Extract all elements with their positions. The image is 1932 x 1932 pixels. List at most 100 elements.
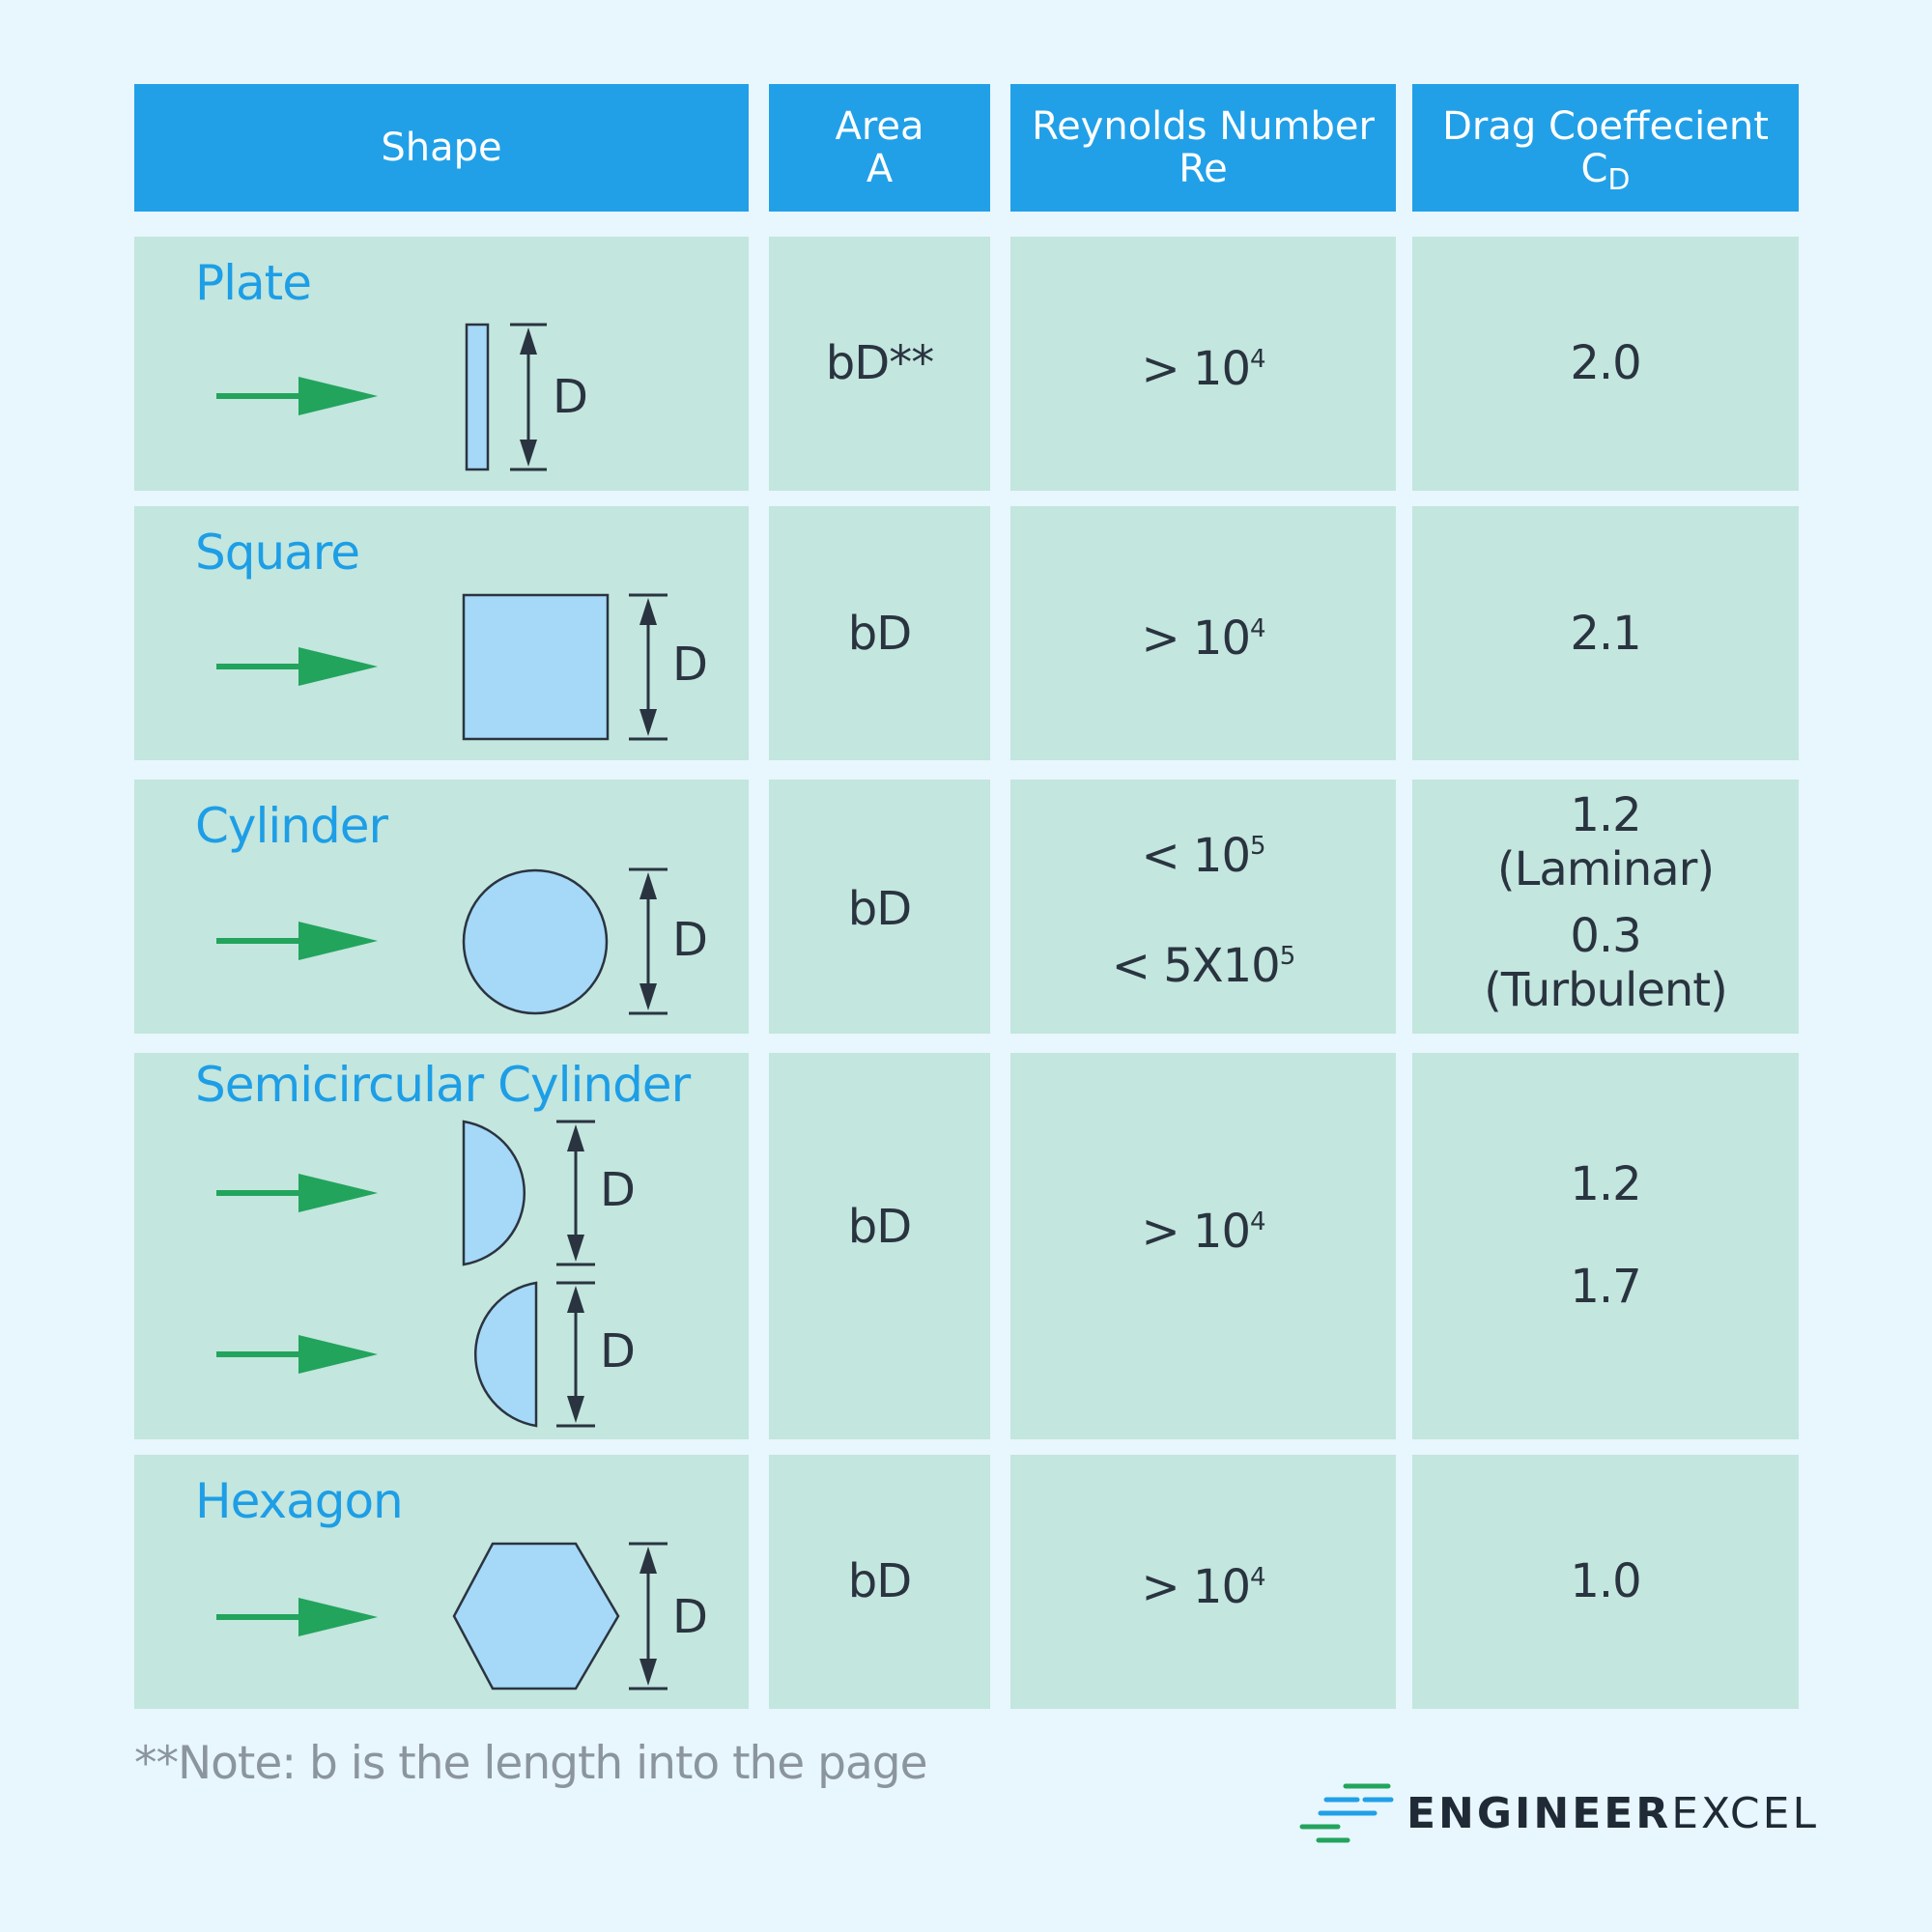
reynolds-value: > 104 [1010, 343, 1396, 395]
dimension-label-2: D [600, 1324, 636, 1378]
drag-label-laminar: (Laminar) [1496, 842, 1715, 896]
row-plate-re-cell: > 104 [1010, 237, 1396, 491]
footnote: **Note: b is the length into the page [134, 1737, 928, 1790]
reynolds-exponent: 4 [1250, 614, 1266, 643]
reynolds-value-turbulent: < 5X105 [1010, 940, 1396, 992]
row-hexagon-area-cell: bD [769, 1455, 990, 1709]
drag-label-turbulent: (Turbulent) [1484, 963, 1728, 1017]
reynolds-prefix: > 10 [1141, 1560, 1251, 1614]
header-reynolds-line1: Reynolds Number [1032, 104, 1375, 149]
reynolds-prefix: < 5X10 [1111, 939, 1281, 993]
hexagon-shape [452, 1542, 620, 1690]
semicircle-flat-front-shape [473, 1281, 538, 1428]
row-plate-shape-cell: Plate D [134, 237, 749, 491]
row-semicircular-shape-cell: Semicircular Cylinder D D [134, 1053, 749, 1439]
dimension-label: D [672, 1590, 708, 1644]
row-cylinder-re-cell: < 105 < 5X105 [1010, 780, 1396, 1034]
header-drag-symbol-main: C [1580, 147, 1608, 191]
row-cylinder-shape-cell: Cylinder D [134, 780, 749, 1034]
plate-shape [465, 323, 490, 471]
cylinder-shape [462, 868, 609, 1015]
brand-name: ENGINEEREXCEL [1406, 1789, 1819, 1838]
reynolds-value: > 104 [1010, 1206, 1396, 1258]
shape-title-hexagon: Hexagon [195, 1473, 404, 1529]
row-hexagon-cd-cell: 1.0 [1412, 1455, 1799, 1709]
header-area-line2: A [866, 147, 894, 191]
flow-arrow-icon [216, 922, 378, 960]
square-diagram [216, 593, 668, 741]
row-square-area-cell: bD [769, 506, 990, 760]
reynolds-exponent: 5 [1279, 942, 1296, 971]
header-drag-symbol-sub: D [1607, 163, 1631, 197]
header-drag-symbol: CD [1580, 147, 1630, 195]
reynolds-exponent: 4 [1250, 345, 1266, 374]
shape-title-plate: Plate [195, 255, 312, 311]
row-square-shape-cell: Square D [134, 506, 749, 760]
dimension-arrow-icon [556, 1281, 595, 1428]
hexagon-diagram [216, 1542, 668, 1690]
header-drag: Drag Coeffecient CD [1412, 84, 1799, 212]
row-hexagon-re-cell: > 104 [1010, 1455, 1396, 1709]
row-cylinder-cd-cell: 1.2 (Laminar) 0.3 (Turbulent) [1412, 780, 1799, 1034]
flow-arrow-icon [216, 377, 378, 415]
reynolds-exponent: 5 [1250, 832, 1266, 861]
reynolds-value-laminar: < 105 [1010, 830, 1396, 882]
header-reynolds: Reynolds Number Re [1010, 84, 1396, 212]
square-shape [462, 593, 610, 741]
area-value: bD** [825, 336, 934, 390]
engineerexcel-logo-icon [1299, 1783, 1394, 1843]
semicircle-curved-front-shape [462, 1120, 526, 1266]
dimension-label: D [672, 638, 708, 692]
header-area-line1: Area [835, 104, 924, 149]
row-square-cd-cell: 2.1 [1412, 506, 1799, 760]
flow-arrow-icon [216, 1174, 378, 1212]
flow-arrow-icon [216, 1598, 378, 1636]
reynolds-prefix: > 10 [1141, 611, 1251, 666]
shape-title-semicircular: Semicircular Cylinder [195, 1057, 691, 1113]
drag-value-curved-front: 1.2 [1570, 1157, 1641, 1211]
reynolds-prefix: > 10 [1141, 1205, 1251, 1259]
shape-title-cylinder: Cylinder [195, 798, 388, 854]
reynolds-exponent: 4 [1250, 1208, 1266, 1236]
row-semicircular-cd-cell: 1.2 1.7 [1412, 1053, 1799, 1439]
dimension-arrow-icon [629, 1542, 668, 1690]
header-area: Area A [769, 84, 990, 212]
dimension-label: D [553, 370, 588, 424]
drag-value-laminar: 1.2 [1570, 788, 1641, 842]
dimension-label: D [600, 1163, 636, 1217]
dimension-label: D [672, 913, 708, 967]
semicircular-diagram [216, 1120, 595, 1428]
brand-name-light: EXCEL [1671, 1789, 1819, 1838]
header-reynolds-line2: Re [1179, 147, 1228, 191]
drag-value: 2.0 [1570, 336, 1641, 390]
drag-value: 1.0 [1570, 1554, 1641, 1608]
reynolds-exponent: 4 [1250, 1563, 1266, 1592]
row-plate-area-cell: bD** [769, 237, 990, 491]
row-square-re-cell: > 104 [1010, 506, 1396, 760]
flow-arrow-icon [216, 1335, 378, 1374]
drag-value-flat-front: 1.7 [1570, 1260, 1641, 1314]
dimension-arrow-icon [629, 593, 668, 741]
reynolds-value: > 104 [1010, 1561, 1396, 1613]
header-shape: Shape [134, 84, 749, 212]
row-cylinder-area-cell: bD [769, 780, 990, 1034]
dimension-arrow-icon [629, 867, 668, 1015]
reynolds-value: > 104 [1010, 612, 1396, 665]
reynolds-prefix: > 10 [1141, 342, 1251, 396]
shape-title-square: Square [195, 525, 360, 581]
area-value: bD [847, 1200, 912, 1254]
row-semicircular-re-cell: > 104 [1010, 1053, 1396, 1439]
reynolds-prefix: < 10 [1141, 829, 1251, 883]
area-value: bD [847, 607, 912, 661]
plate-diagram [216, 323, 547, 471]
flow-arrow-icon [216, 647, 378, 686]
row-semicircular-area-cell: bD [769, 1053, 990, 1439]
dimension-arrow-icon [556, 1120, 595, 1266]
area-value: bD [847, 882, 912, 936]
brand-name-bold: ENGINEER [1406, 1789, 1672, 1838]
drag-value: 2.1 [1570, 607, 1641, 661]
area-value: bD [847, 1554, 912, 1608]
cylinder-diagram [216, 867, 668, 1015]
row-plate-cd-cell: 2.0 [1412, 237, 1799, 491]
row-hexagon-shape-cell: Hexagon D [134, 1455, 749, 1709]
